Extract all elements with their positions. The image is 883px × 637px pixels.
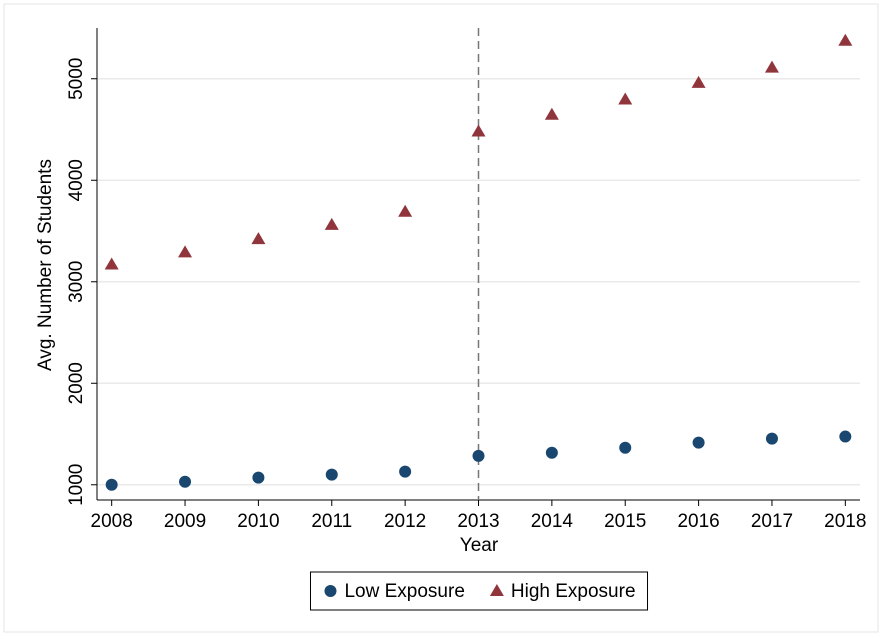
circle-marker — [692, 436, 705, 449]
circle-marker — [839, 430, 852, 443]
legend-label: High Exposure — [511, 581, 636, 602]
circle-marker — [765, 432, 778, 445]
x-axis-title: Year — [460, 535, 499, 556]
triangle-marker — [471, 124, 486, 137]
triangle-marker — [398, 204, 413, 217]
legend-label: Low Exposure — [344, 581, 464, 602]
circle-marker — [399, 465, 412, 478]
legend-box — [309, 571, 649, 611]
y-axis-title: Avg. Number of Students — [35, 159, 56, 371]
triangle-marker — [691, 75, 706, 88]
y-tick-label: 5000 — [66, 58, 87, 100]
x-tick-label: 2016 — [677, 511, 719, 532]
y-tick-label: 2000 — [66, 362, 87, 404]
x-tick-label: 2015 — [604, 511, 646, 532]
x-tick-label: 2010 — [237, 511, 279, 532]
triangle-marker — [178, 245, 193, 258]
y-tick-label: 1000 — [66, 464, 87, 506]
circle-marker — [619, 441, 632, 454]
triangle-marker — [618, 92, 633, 105]
y-tick-label: 4000 — [66, 159, 87, 201]
legend: Low Exposure High Exposure — [309, 571, 649, 611]
circle-marker — [105, 478, 118, 491]
circle-marker — [545, 446, 558, 459]
y-tick-label: 3000 — [66, 261, 87, 303]
triangle-marker — [489, 584, 504, 596]
x-tick-label: 2008 — [91, 511, 133, 532]
x-tick-label: 2009 — [164, 511, 206, 532]
x-tick-label: 2014 — [531, 511, 574, 532]
x-tick-label: 2011 — [311, 511, 352, 532]
circle-marker — [325, 468, 338, 481]
triangle-marker — [324, 217, 339, 230]
circle-marker — [472, 449, 485, 462]
triangle-marker — [838, 33, 853, 46]
x-tick-label: 2012 — [384, 511, 426, 532]
triangle-marker — [251, 232, 266, 245]
x-tick-label: 2013 — [457, 511, 499, 532]
triangle-marker — [764, 60, 779, 73]
triangle-marker — [544, 107, 559, 120]
frame — [3, 3, 879, 633]
circle-marker — [324, 585, 337, 597]
circle-marker — [252, 471, 265, 484]
triangle-marker — [104, 257, 119, 270]
circle-marker — [179, 475, 192, 488]
x-tick-label: 2017 — [751, 511, 793, 532]
x-tick-label: 2018 — [824, 511, 866, 532]
